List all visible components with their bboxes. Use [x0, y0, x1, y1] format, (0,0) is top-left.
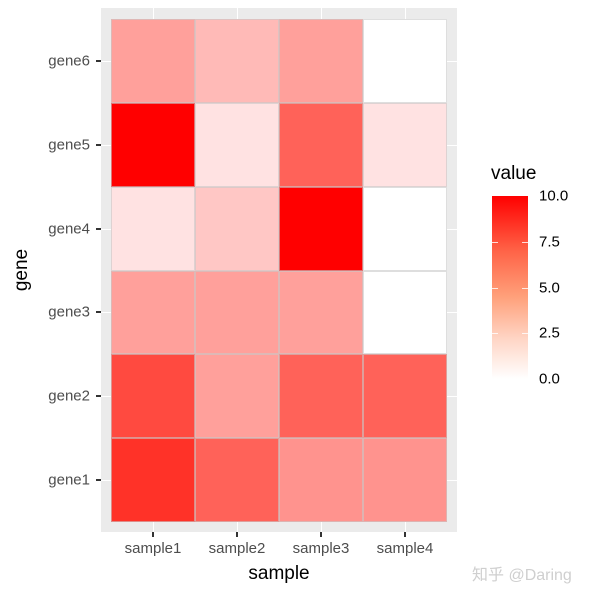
x-tick-mark — [404, 532, 406, 537]
legend-tick-mark — [522, 287, 528, 289]
legend-tick-mark — [492, 287, 498, 289]
heatmap-tiles — [111, 19, 447, 522]
heatmap-cell — [279, 186, 363, 271]
watermark: 知乎 @Daring — [472, 567, 572, 584]
heatmap-cell — [111, 438, 195, 522]
heatmap-cell — [363, 102, 447, 187]
heatmap-cell — [111, 186, 195, 271]
y-tick-label: gene5 — [48, 136, 90, 154]
y-tick-mark — [96, 479, 101, 482]
x-tick-label: sample2 — [208, 540, 266, 557]
legend-tick-mark — [522, 333, 528, 335]
heatmap-cell — [111, 354, 195, 439]
heatmap-cell — [363, 186, 447, 271]
y-tick-mark — [96, 143, 101, 146]
x-axis-title: sample — [248, 563, 310, 584]
legend-tick-label: 7.5 — [539, 233, 560, 251]
legend-tick-mark — [492, 333, 498, 335]
legend-tick-mark — [492, 241, 498, 243]
heatmap-cell — [195, 354, 279, 439]
y-tick-mark — [96, 311, 101, 314]
heatmap-cell — [195, 19, 279, 103]
x-tick-label: sample1 — [124, 540, 182, 557]
heatmap-cell — [195, 270, 279, 355]
heatmap-cell — [363, 354, 447, 439]
heatmap-cell — [111, 19, 195, 103]
heatmap-cell — [363, 270, 447, 355]
legend-tick-label: 5.0 — [539, 279, 560, 296]
x-tick-label: sample4 — [376, 540, 434, 557]
heatmap-cell — [279, 19, 363, 103]
heatmap-cell — [195, 438, 279, 522]
y-tick-label: gene6 — [48, 52, 90, 70]
y-tick-mark — [96, 395, 101, 398]
y-tick-label: gene4 — [48, 220, 90, 238]
heatmap-cell — [111, 102, 195, 187]
heatmap-cell — [195, 186, 279, 271]
y-tick-label: gene2 — [48, 387, 90, 405]
x-tick-mark — [320, 532, 322, 537]
y-tick-mark — [96, 227, 101, 230]
x-tick-mark — [152, 532, 154, 537]
legend-tick-mark — [522, 241, 528, 243]
x-tick-mark — [236, 532, 238, 537]
y-tick-label: gene3 — [48, 303, 90, 321]
heatmap-cell — [363, 438, 447, 522]
y-tick-label: gene1 — [48, 471, 90, 489]
heatmap-cell — [195, 102, 279, 187]
heatmap-cell — [279, 354, 363, 439]
heatmap-cell — [111, 270, 195, 355]
heatmap-cell — [279, 102, 363, 187]
heatmap-cell — [363, 19, 447, 103]
legend-tick-label: 0.0 — [539, 370, 560, 388]
heatmap-cell — [279, 438, 363, 522]
x-tick-label: sample3 — [292, 540, 350, 557]
legend-tick-label: 10.0 — [539, 187, 569, 205]
y-tick-mark — [96, 59, 101, 62]
y-axis-title: gene — [11, 248, 32, 292]
legend-tick-label: 2.5 — [539, 324, 560, 342]
heatmap-cell — [279, 270, 363, 355]
legend-title: value — [491, 163, 537, 184]
